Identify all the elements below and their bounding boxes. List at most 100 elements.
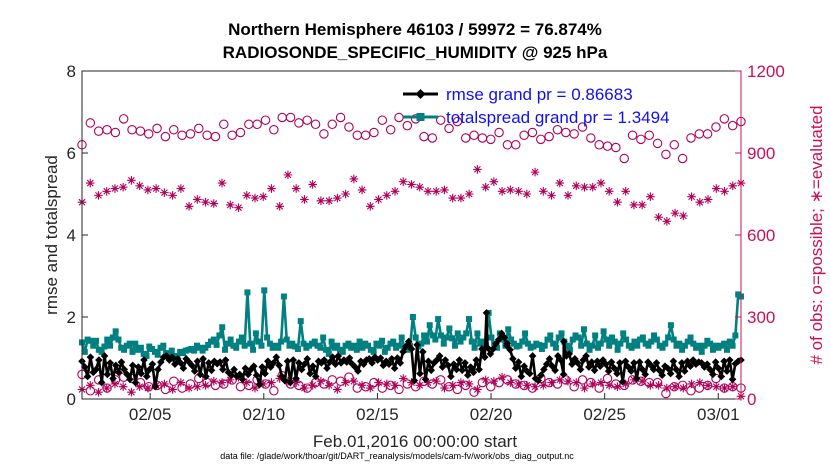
totalspread-point: [132, 340, 139, 347]
rmse-point: [602, 360, 610, 368]
rmse-point: [97, 378, 106, 387]
rmse-point: [427, 366, 436, 375]
totalspread-point: [224, 340, 231, 347]
totalspread-point: [250, 346, 257, 353]
rmse-point: [672, 365, 681, 374]
rmse-point: [261, 369, 269, 378]
obs-evaluated-point: [423, 186, 433, 196]
rmse-point: [556, 356, 565, 364]
obs-evaluated-point: [193, 382, 202, 391]
rmse-point: [632, 374, 641, 383]
rmse-point: [449, 360, 458, 368]
totalspread-point: [233, 344, 240, 351]
rmse-point: [326, 358, 334, 366]
obs-possible-point: [235, 127, 246, 138]
totalspread-point: [381, 348, 388, 355]
obs-possible-point: [452, 116, 463, 127]
totalspread-point: [210, 336, 217, 343]
obs-possible-point: [294, 118, 304, 128]
obs-evaluated-point: [275, 374, 284, 383]
obs-possible-point: [269, 386, 279, 396]
rmse-point: [568, 360, 576, 368]
obs-evaluated-point: [357, 381, 367, 390]
obs-evaluated-point: [539, 381, 548, 390]
totalspread-point: [107, 342, 114, 349]
rmse-point: [582, 352, 590, 360]
totalspread-point: [508, 336, 515, 343]
obs-evaluated-point: [506, 378, 515, 387]
rmse-point: [618, 377, 627, 386]
rmse-point: [545, 355, 554, 363]
obs-possible-point: [335, 112, 346, 123]
totalspread-point: [586, 346, 593, 353]
rmse-point: [376, 354, 385, 362]
rmse-point: [703, 360, 712, 368]
obs-evaluated-point: [580, 182, 589, 192]
obs-possible-point: [202, 130, 212, 140]
obs-possible-point: [561, 127, 571, 138]
totalspread-point: [628, 344, 635, 351]
rmse-point: [357, 357, 365, 366]
totalspread-point: [437, 332, 444, 339]
rmse-point: [269, 359, 278, 367]
totalspread-point: [325, 350, 332, 357]
obs-evaluated-point: [267, 378, 276, 387]
obs-evaluated-point: [283, 376, 293, 386]
totalspread-point: [603, 336, 610, 343]
obs-evaluated-point: [110, 184, 120, 193]
obs-evaluated-point: [703, 195, 713, 204]
obs-possible-point: [686, 133, 696, 143]
rmse-point: [340, 356, 348, 364]
obs-evaluated-point: [382, 191, 392, 200]
obs-possible-point: [277, 112, 287, 123]
obs-evaluated-point: [258, 192, 268, 202]
obs-evaluated-point: [646, 381, 655, 390]
legend: rmse grand pr = 0.86683 totalspread gran…: [403, 85, 670, 127]
totalspread-point: [594, 344, 601, 351]
obs-evaluated-point: [621, 186, 630, 196]
obs-possible-point: [319, 129, 329, 139]
obs-evaluated-point: [217, 378, 227, 387]
totalspread-point: [280, 293, 287, 300]
obs-evaluated-point: [324, 196, 334, 206]
obs-evaluated-point: [390, 186, 400, 196]
y-right-tick-label: 0: [747, 390, 756, 409]
obs-evaluated-point: [118, 382, 128, 391]
obs-possible-point: [544, 131, 554, 142]
obs-evaluated-point: [333, 193, 342, 203]
totalspread-point: [653, 336, 660, 343]
rmse-point: [469, 368, 478, 377]
rmse-point: [472, 356, 481, 364]
totalspread-point: [219, 324, 226, 331]
rmse-point: [286, 378, 295, 387]
rmse-point: [137, 369, 145, 378]
obs-evaluated-point: [374, 195, 383, 204]
obs-possible-point: [177, 130, 187, 140]
obs-evaluated-point: [580, 383, 589, 393]
obs-evaluated-point: [506, 185, 515, 195]
obs-possible-point: [511, 140, 521, 150]
totalspread-point: [311, 338, 318, 345]
rmse-point: [235, 370, 244, 379]
obs-evaluated-point: [497, 372, 507, 382]
obs-possible-point: [519, 130, 529, 140]
rmse-point: [413, 341, 421, 349]
obs-evaluated-point: [143, 383, 153, 393]
totalspread-point: [266, 340, 273, 347]
totalspread-point: [440, 340, 447, 347]
rmse-point: [509, 355, 517, 363]
rmse-point: [644, 358, 652, 366]
rmse-point: [610, 364, 619, 373]
totalspread-point: [446, 325, 453, 332]
obs-evaluated-point: [720, 383, 729, 393]
rmse-point: [295, 359, 303, 367]
obs-possible-point: [269, 125, 279, 135]
totalspread-point: [109, 334, 116, 341]
obs-evaluated-point: [316, 376, 326, 386]
obs-evaluated-point: [431, 186, 441, 196]
rmse-point: [128, 361, 137, 370]
rmse-point: [559, 370, 568, 379]
obs-evaluated-point: [711, 382, 721, 391]
rmse-point: [213, 359, 221, 368]
totalspread-point: [723, 346, 730, 353]
